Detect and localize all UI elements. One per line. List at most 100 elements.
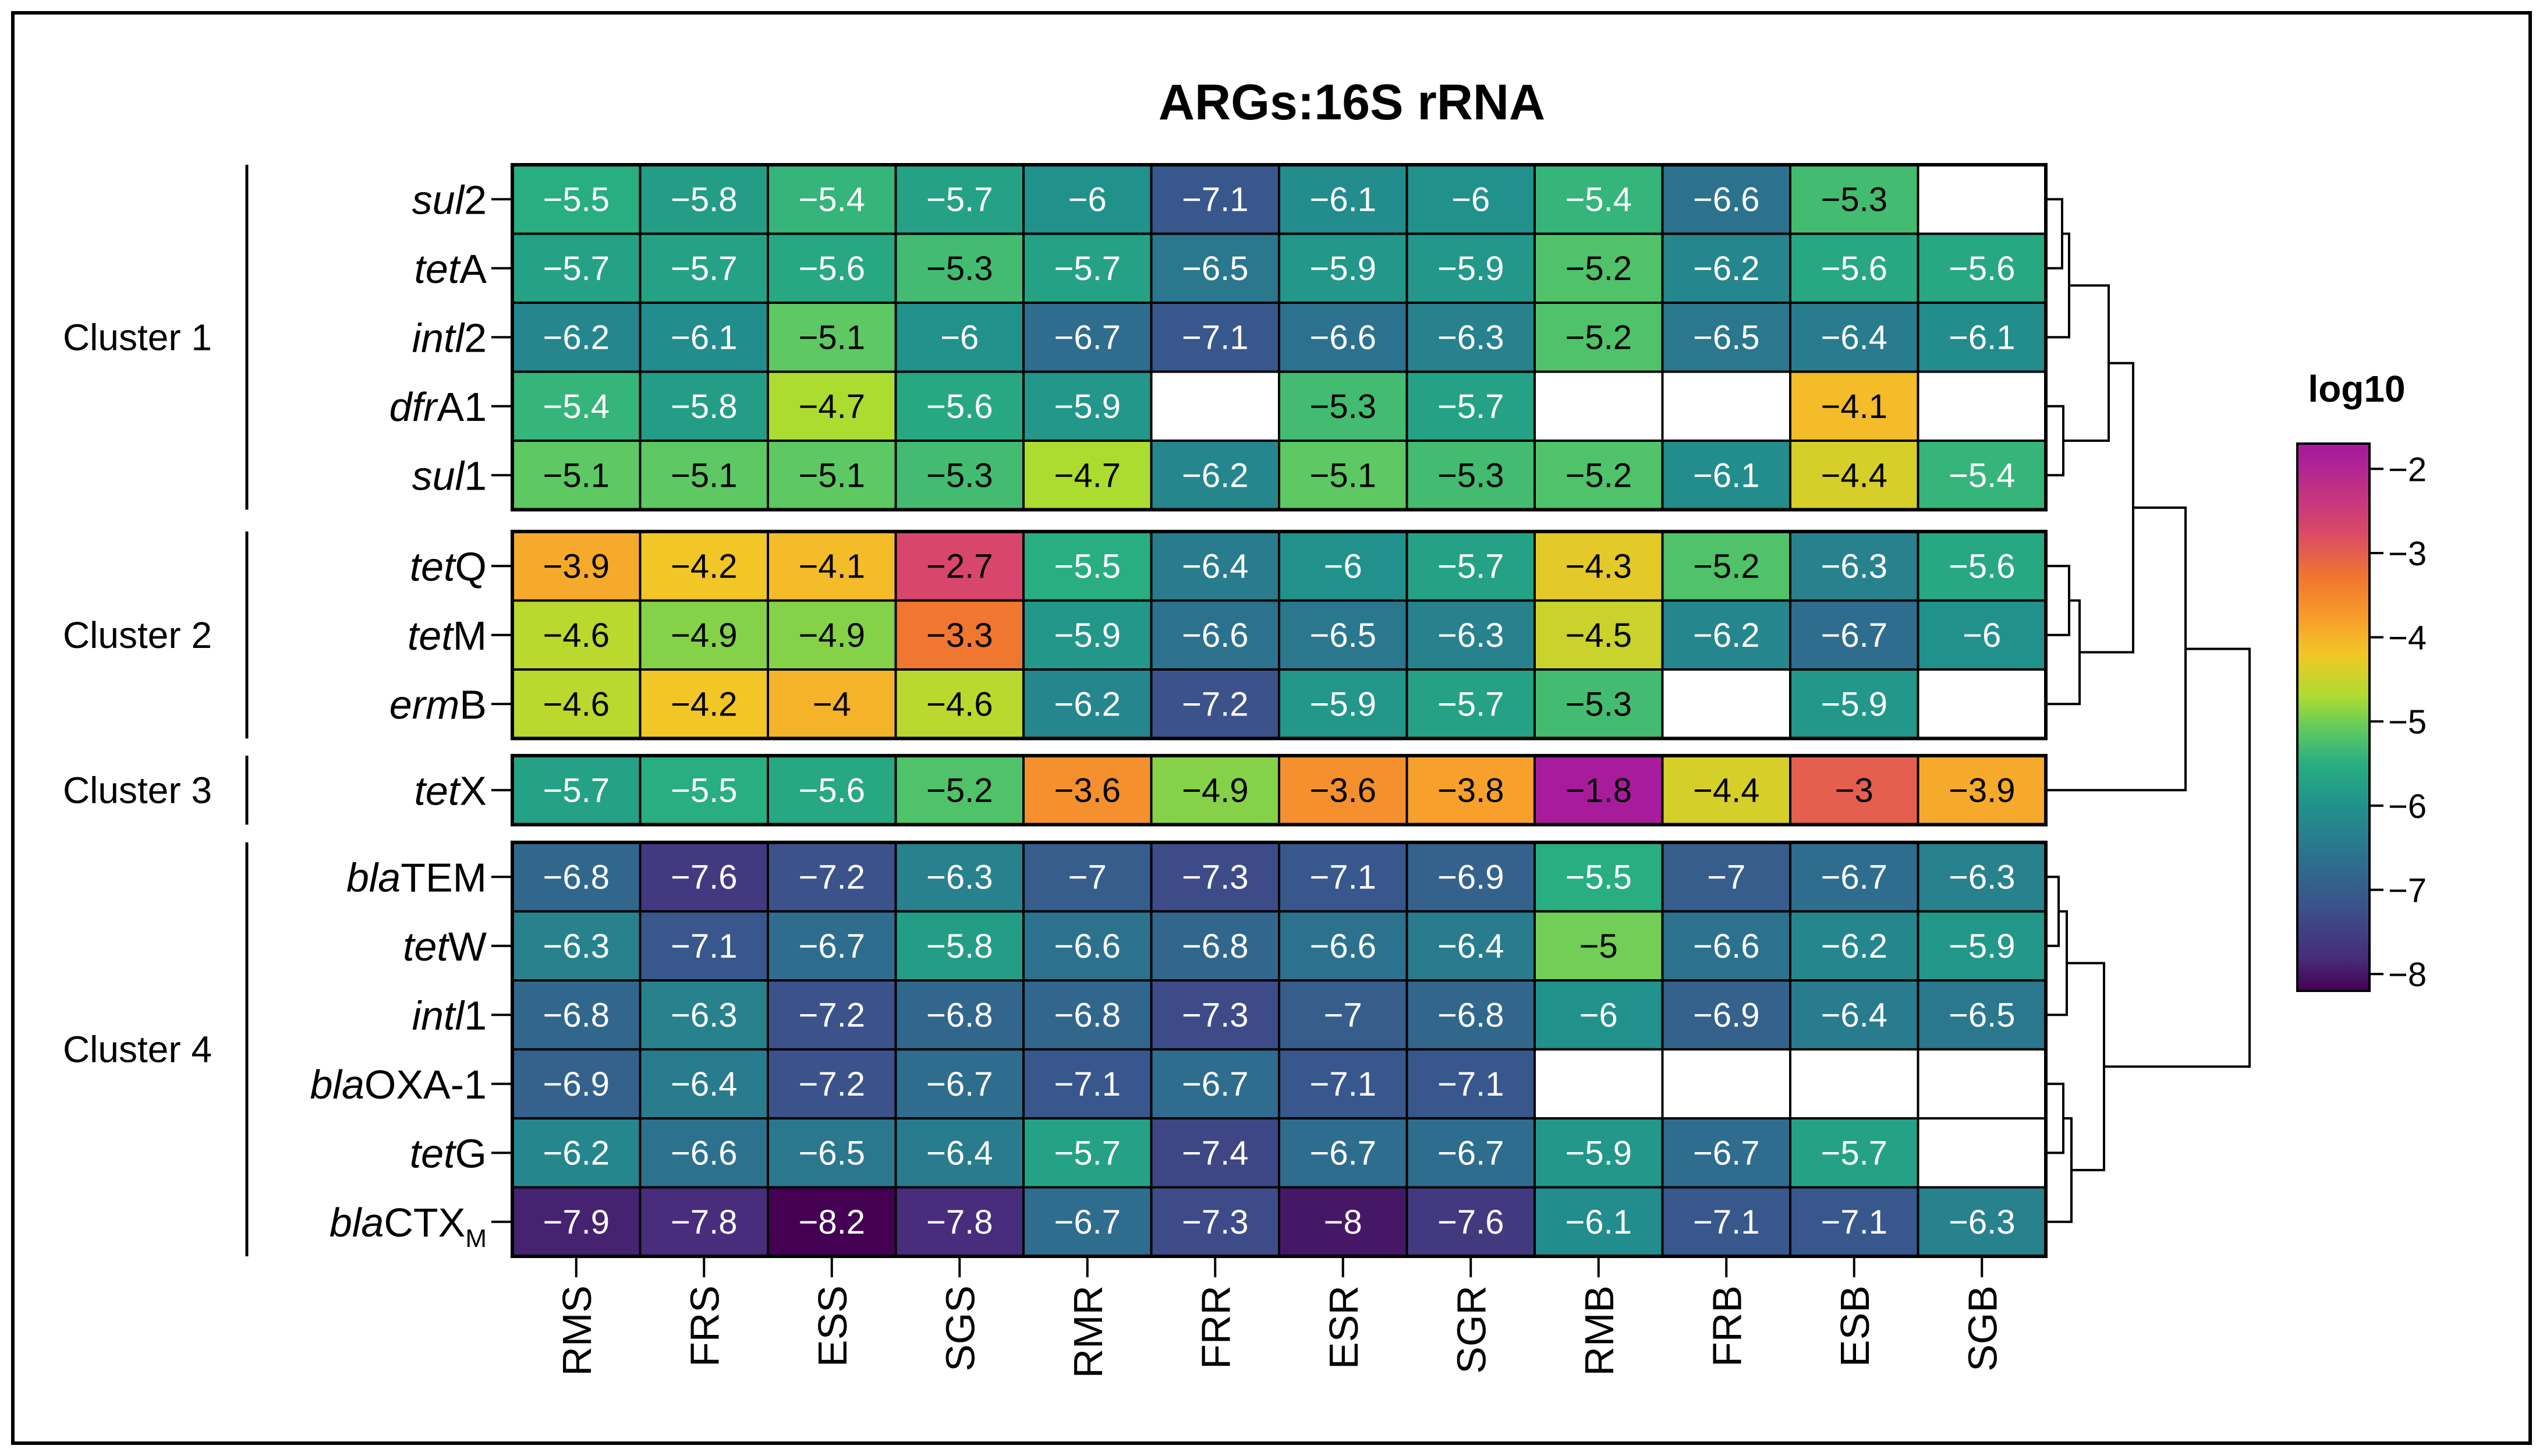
cell-value-label: −5.7 (1054, 1134, 1121, 1172)
cluster-label: Cluster 3 (63, 769, 212, 811)
cell-value-label: −5.3 (1566, 685, 1632, 723)
heatmap-cell (1150, 754, 1280, 826)
cell-value-label: −6.4 (1182, 547, 1249, 585)
cell-value-label: −3 (1835, 771, 1873, 809)
cell-value-label: −6.2 (1054, 685, 1121, 723)
cell-value-label: −6.3 (1949, 1203, 2016, 1241)
row-label-plain: 2 (464, 315, 487, 360)
cell-value-label: −6.7 (1821, 858, 1888, 896)
heatmap-cell (1405, 910, 1536, 982)
cell-value-label: −5.6 (1949, 547, 2016, 585)
cell-value-label: −4.3 (1566, 547, 1632, 585)
heatmap-cell (1533, 1048, 1664, 1120)
heatmap-cell (639, 440, 769, 511)
cell-value-label: −6.9 (1693, 996, 1760, 1034)
legend-tick-label: −4 (2388, 619, 2427, 657)
cell-value-label: −6.7 (1693, 1134, 1760, 1172)
column-label: FRS (682, 1285, 727, 1367)
heatmap-cell (1278, 668, 1408, 740)
heatmap-cell (1789, 599, 1919, 671)
heatmap-cell (1533, 232, 1664, 304)
heatmap-cell (1150, 979, 1280, 1051)
heatmap-cell (1661, 530, 1791, 602)
heatmap-cell (1150, 910, 1280, 982)
cell-value-label: −6 (1963, 617, 2001, 654)
cell-value-label: −6.7 (1182, 1065, 1249, 1103)
column-label: FRB (1704, 1285, 1749, 1367)
column-label: SGS (937, 1285, 983, 1372)
heatmap-cell (1661, 599, 1791, 671)
cell-value-label: −6.1 (1693, 456, 1760, 494)
cell-value-label: −7.1 (671, 927, 738, 965)
row-label-italic: intl (412, 315, 466, 360)
cell-value-label: −5.7 (1054, 250, 1121, 288)
row-label-italic: sul (412, 453, 466, 498)
row-labels: sul2tetAintl2dfrA1sul1tetQtetMermBtetXbl… (310, 177, 512, 1253)
column-label: RMR (1065, 1285, 1111, 1378)
cell-value-label: −7.8 (671, 1203, 738, 1241)
legend-colorbar (2296, 442, 2371, 992)
heatmap-cell (1917, 668, 2047, 740)
heatmap-cell (511, 370, 642, 442)
column-label: ESS (810, 1285, 855, 1367)
cell-value-label: −7.9 (543, 1203, 610, 1241)
heatmap-cell (1789, 232, 1919, 304)
heatmap-cell (1661, 910, 1791, 982)
cell-value-label: −4.1 (799, 547, 866, 585)
row-label-plain: A1 (437, 384, 487, 430)
heatmap-cell (767, 668, 897, 740)
heatmap-cell (1661, 1117, 1791, 1189)
cluster-brackets: Cluster 1 Cluster 2 Cluster 3 Cluster 4 (63, 165, 249, 1256)
heatmap-cell (1661, 440, 1791, 511)
row-label-italic: tet (414, 246, 461, 292)
heatmap-cell (1022, 302, 1153, 373)
heatmap-cell (1917, 302, 2047, 373)
heatmap-cell (511, 1117, 642, 1189)
cell-value-label: −7.2 (1182, 685, 1249, 723)
row-label-italic: tet (414, 768, 461, 813)
heatmap-cell (767, 530, 897, 602)
heatmap-cell (894, 668, 1025, 740)
heatmap-cell (511, 440, 642, 511)
cell-value-label: −5.7 (543, 771, 610, 809)
row-label-italic: bla (330, 1200, 384, 1245)
cell-value-label: −6.7 (1054, 1203, 1121, 1241)
heatmap-cell (1789, 1048, 1919, 1120)
row-dendrogram (2046, 198, 2251, 1223)
cell-value-label: −4.9 (1182, 771, 1249, 809)
cell-value-label: −7.3 (1182, 1203, 1249, 1241)
cell-value-label: −5.6 (1821, 250, 1888, 288)
cell-value-label: −4.7 (799, 388, 866, 426)
cell-value-label: −6.8 (543, 996, 610, 1034)
heatmap-cell (639, 841, 769, 913)
heatmap-cell (767, 1117, 897, 1189)
heatmap-cell (1022, 1117, 1153, 1189)
cell-value-label: −4.6 (543, 685, 610, 723)
cell-value-label: −6.6 (1693, 927, 1760, 965)
cell-value-label: −5.7 (1821, 1134, 1888, 1172)
column-label: SGR (1448, 1285, 1494, 1374)
cell-value-label: −6.3 (1821, 547, 1888, 585)
heatmap-cell (1022, 599, 1153, 671)
heatmap-cell (1917, 754, 2047, 826)
heatmap-cell (1789, 1186, 1919, 1257)
heatmap-cell (1022, 841, 1153, 913)
cell-value-label: −8.2 (799, 1203, 866, 1241)
cell-value-label: −5.8 (671, 388, 738, 426)
cell-value-label: −5.1 (799, 318, 866, 356)
cell-value-label: −6.7 (1437, 1134, 1504, 1172)
cell-value-label: −6.4 (671, 1065, 738, 1103)
row-label: tetA (414, 246, 487, 292)
cell-value-label: −6 (940, 318, 979, 356)
cell-value-label: −6.3 (671, 996, 738, 1034)
cell-value-label: −6.4 (1437, 927, 1504, 965)
cell-value-label: −5.8 (671, 180, 738, 218)
row-label: tetG (410, 1131, 487, 1176)
cell-value-label: −5.6 (926, 388, 993, 426)
cell-value-label: −4.9 (799, 617, 866, 654)
heatmap-cell (1405, 979, 1536, 1051)
heatmap-cell (1533, 440, 1664, 511)
heatmap-cell (1789, 1117, 1919, 1189)
legend-tick-label: −8 (2388, 956, 2427, 994)
column-label: RMB (1577, 1285, 1622, 1376)
